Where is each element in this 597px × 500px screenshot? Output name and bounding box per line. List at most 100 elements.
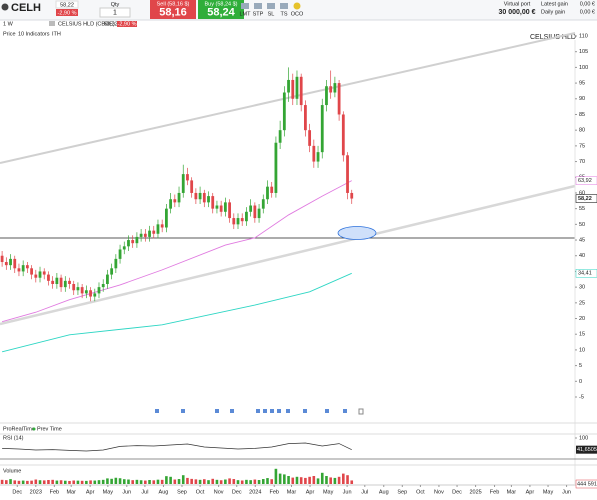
order-icon[interactable] (293, 2, 301, 10)
interval[interactable]: 1 W (3, 21, 14, 27)
sell-button[interactable] (150, 0, 196, 19)
highlight-ellipse[interactable] (337, 226, 377, 240)
candle-body (30, 268, 33, 275)
volume-bar (135, 479, 139, 484)
order-type[interactable]: SL (268, 11, 275, 17)
candle-body (240, 218, 244, 222)
ith[interactable]: ITH (52, 31, 61, 37)
candle-body (80, 287, 84, 294)
x-tick-label: May (103, 489, 114, 495)
y-tick-label: 100 (579, 65, 588, 71)
order-types: LMT STP SL TS OCO (240, 2, 304, 17)
candle-body (131, 240, 135, 244)
sell-label[interactable]: Sell (58,16 $) (157, 1, 190, 7)
volume-bar (173, 479, 177, 484)
header-icon[interactable] (49, 21, 55, 26)
order-icon[interactable] (280, 3, 288, 9)
order-icon[interactable] (267, 3, 275, 9)
candle-body (282, 92, 286, 131)
event-icon[interactable] (343, 409, 347, 413)
candle-body (325, 86, 328, 106)
event-icon[interactable] (303, 409, 307, 413)
volume-bar (320, 472, 324, 484)
candle-body (127, 240, 130, 247)
moving-average (1, 272, 352, 353)
volume-bar (13, 480, 17, 484)
order-type[interactable]: STP (253, 11, 264, 17)
candle-body (202, 192, 206, 203)
event-icon[interactable] (263, 409, 267, 413)
volume-bar (72, 480, 76, 484)
x-tick-label: Jun (562, 489, 571, 495)
candle-body (320, 105, 324, 153)
y-tick-label: 5 (579, 363, 582, 369)
candle-body (278, 130, 282, 143)
candle-body (59, 277, 63, 288)
indicators[interactable]: 10 Indicators (18, 31, 50, 37)
event-icon[interactable] (270, 409, 274, 413)
candle-body (93, 293, 97, 297)
candle-body (101, 283, 105, 288)
event-icon[interactable] (256, 409, 260, 413)
volume-bar (287, 476, 290, 484)
buy-label[interactable]: Buy (58,24 $) (204, 1, 237, 7)
symbol[interactable]: CELH (11, 2, 41, 14)
order-type[interactable]: OCO (291, 11, 304, 17)
sell-price[interactable]: 58,16 (159, 6, 187, 18)
y-tick-label: 10 (579, 347, 585, 353)
volume-bar (30, 480, 33, 484)
x-tick-label: 2024 (249, 489, 261, 495)
candle-body (152, 230, 156, 234)
qty[interactable]: 1 (113, 10, 117, 17)
trend-line[interactable] (0, 184, 576, 326)
x-tick-label: Mar (66, 489, 76, 495)
event-icon[interactable] (277, 409, 281, 413)
qty-input[interactable] (99, 7, 131, 18)
candle-body (4, 262, 8, 266)
volume-bar (165, 476, 168, 484)
candle-body (190, 180, 194, 193)
order-type[interactable]: TS (280, 11, 287, 17)
event-icon[interactable] (230, 409, 234, 413)
volume-bar (342, 473, 345, 484)
daily-gain-label: Daily gain (541, 9, 565, 15)
order-type[interactable]: LMT (240, 11, 252, 17)
volume-bar (266, 478, 269, 484)
event-icon[interactable] (215, 409, 219, 413)
volume-bar (59, 480, 63, 484)
event-icon[interactable] (181, 409, 185, 413)
order-icon[interactable] (254, 3, 262, 9)
candle-body (198, 192, 202, 200)
y-tick-label: 15 (579, 332, 585, 338)
volume-bar (261, 479, 265, 484)
volume-bar (106, 478, 109, 484)
candle-body (287, 79, 290, 93)
price-label[interactable]: Price (3, 31, 16, 37)
candle-body (329, 86, 333, 93)
buy-price[interactable]: 58,24 (207, 6, 235, 18)
volume-bar (34, 479, 38, 484)
candle-body (47, 274, 50, 281)
candle-body (97, 287, 101, 294)
event-icon[interactable] (325, 409, 329, 413)
x-tick-label: Mar (507, 489, 517, 495)
trend-line[interactable] (0, 32, 576, 164)
volume-bar (93, 480, 97, 484)
volume-bar (274, 468, 278, 484)
event-icon[interactable] (286, 409, 290, 413)
y-tick-label: 40 (579, 253, 585, 259)
candle-body (346, 155, 349, 193)
candle-body (228, 202, 231, 219)
candle-body (21, 265, 25, 272)
event-icon[interactable] (358, 408, 364, 415)
symbol-icon[interactable] (1, 3, 9, 11)
volume-bar (236, 480, 240, 484)
latest-gain-label: Latest gain (541, 1, 568, 7)
y-tick-label: 95 (579, 81, 585, 87)
order-icon[interactable] (241, 3, 249, 9)
buy-button[interactable] (198, 0, 244, 19)
x-tick-label: Mar (287, 489, 297, 495)
volume-bar (181, 475, 185, 484)
event-icon[interactable] (155, 409, 159, 413)
x-tick-label: Oct (196, 489, 205, 495)
